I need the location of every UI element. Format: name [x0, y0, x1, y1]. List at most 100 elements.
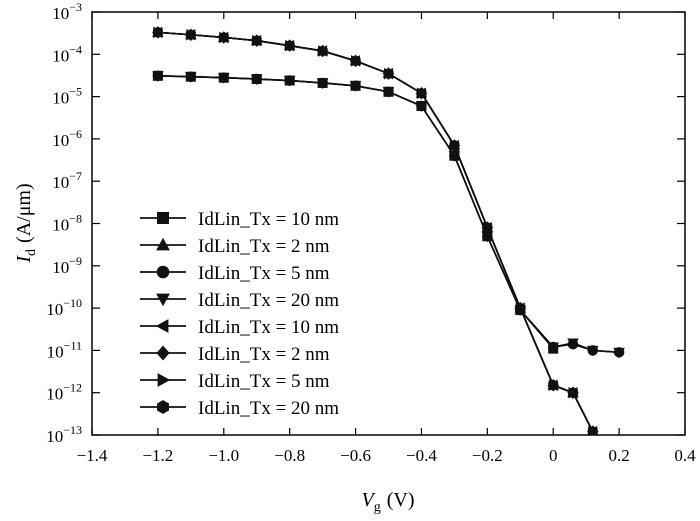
y-tick-label: 10−13 [46, 423, 82, 446]
y-tick-base: 10 [46, 385, 63, 404]
y-axis-label-symbol: I [13, 255, 35, 264]
y-tick-exponent: −10 [63, 296, 82, 310]
data-point [350, 55, 361, 67]
y-tick-base: 10 [52, 89, 69, 108]
x-tick-label: −0.6 [340, 446, 371, 465]
y-tick-exponent: −3 [69, 0, 82, 14]
data-point [316, 78, 329, 89]
y-tick-label: 10−11 [47, 338, 82, 361]
data-point [416, 87, 427, 99]
legend-item: IdLin_Tx = 10 nm [140, 209, 339, 230]
x-axis-label-unit: (V) [387, 489, 415, 511]
data-point [449, 139, 460, 152]
y-tick-label: 10−4 [52, 42, 82, 65]
y-tick-label: 10−6 [52, 127, 82, 150]
data-point [283, 76, 296, 87]
data-point [547, 342, 559, 354]
y-tick-exponent: −6 [69, 127, 82, 141]
legend-label: IdLin_Tx = 5 nm [198, 263, 330, 284]
data-point [548, 379, 559, 391]
y-tick-label: 10−5 [52, 85, 82, 108]
data-point [587, 345, 599, 357]
legend-item: IdLin_Tx = 20 nm [140, 398, 339, 419]
legend-label: IdLin_Tx = 20 nm [198, 290, 339, 311]
y-tick-exponent: −13 [63, 423, 82, 437]
data-point [383, 67, 394, 80]
legend-marker [156, 345, 170, 361]
data-point [218, 73, 230, 84]
legend-marker [157, 373, 171, 387]
x-tick-label: −0.8 [274, 446, 305, 465]
y-tick-exponent: −8 [69, 212, 82, 226]
y-tick-exponent: −12 [63, 381, 82, 395]
y-axis-label-subscript: d [24, 249, 39, 256]
y-tick-base: 10 [52, 46, 69, 65]
x-tick-label: −0.2 [472, 446, 503, 465]
x-tick-label: −1.0 [208, 446, 239, 465]
legend: IdLin_Tx = 10 nm IdLin_Tx = 2 nm IdLin_Tx … [140, 209, 339, 419]
y-tick-base: 10 [47, 342, 64, 361]
data-point [415, 101, 428, 112]
data-point [587, 425, 598, 435]
y-tick-base: 10 [52, 173, 69, 192]
x-tick-label: −1.4 [77, 446, 108, 465]
legend-label: IdLin_Tx = 2 nm [198, 236, 330, 257]
series-line [157, 31, 596, 435]
data-point [382, 87, 395, 98]
legend-label: IdLin_Tx = 10 nm [198, 317, 339, 338]
legend-marker [156, 237, 170, 251]
data-point [250, 74, 263, 86]
legend-marker [156, 265, 170, 279]
x-axis: −1.4 −1.2 −1.0 −0.8 −0.6 −0.4 −0.2 0 0.2 0.4 [77, 12, 696, 465]
x-axis-label-subscript: g [374, 500, 381, 515]
x-axis-label: Vg (V) [362, 489, 415, 515]
y-tick-exponent: −11 [64, 338, 82, 352]
data-point [482, 221, 493, 234]
x-tick-label: −0.4 [406, 446, 437, 465]
data-point [349, 81, 362, 92]
y-tick-exponent: −5 [69, 85, 82, 99]
legend-label: IdLin_Tx = 20 nm [198, 398, 339, 419]
y-tick-label: 10−7 [52, 169, 82, 192]
legend-label: IdLin_Tx = 2 nm [198, 344, 330, 365]
y-axis-label: Id (A/μm) [13, 183, 39, 263]
legend-label: IdLin_Tx = 10 nm [198, 209, 339, 230]
series-layer [151, 26, 625, 435]
data-point [185, 72, 197, 83]
y-tick-label: 10−9 [52, 254, 82, 277]
legend-item: IdLin_Tx = 5 nm [140, 371, 330, 392]
data-point [152, 71, 164, 82]
x-tick-label: 0 [549, 446, 558, 465]
y-axis: 10−310−410−510−610−710−810−910−1010−1110… [46, 0, 685, 446]
data-point [568, 386, 578, 399]
x-axis-label-symbol: V [362, 489, 377, 511]
y-tick-exponent: −7 [69, 169, 82, 183]
legend-marker [155, 319, 169, 333]
legend-marker [156, 293, 170, 307]
legend-marker [157, 212, 169, 224]
data-point [218, 31, 229, 44]
legend-item: IdLin_Tx = 5 nm [140, 263, 330, 284]
data-point [251, 34, 262, 47]
y-tick-exponent: −4 [69, 42, 82, 56]
data-point [284, 39, 295, 52]
legend-label: IdLin_Tx = 5 nm [198, 371, 330, 392]
data-point [317, 45, 328, 57]
legend-item: IdLin_Tx = 10 nm [140, 317, 339, 338]
data-point [515, 302, 526, 314]
y-tick-base: 10 [52, 216, 69, 235]
data-point [185, 28, 196, 41]
x-tick-label: 0.4 [674, 446, 696, 465]
legend-item: IdLin_Tx = 2 nm [140, 344, 330, 365]
legend-item: IdLin_Tx = 2 nm [140, 236, 330, 257]
y-tick-base: 10 [52, 258, 69, 277]
y-tick-base: 10 [46, 300, 63, 319]
y-tick-label: 10−12 [46, 381, 82, 404]
x-tick-label: 0.2 [608, 446, 629, 465]
y-tick-base: 10 [52, 131, 69, 150]
y-tick-label: 10−10 [46, 296, 82, 319]
data-point [567, 338, 579, 349]
y-tick-label: 10−3 [52, 0, 82, 23]
